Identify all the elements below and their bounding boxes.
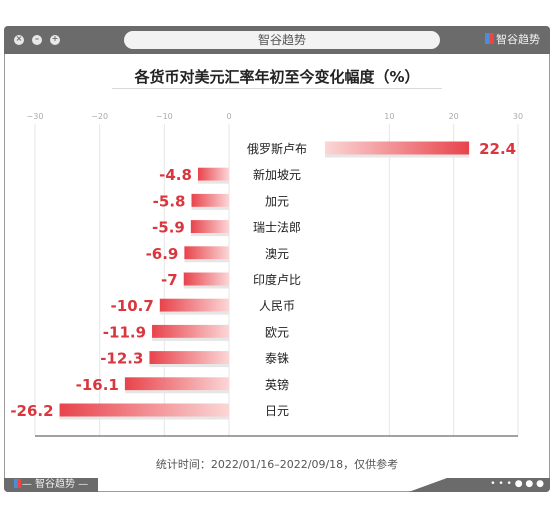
- category-label: 日元: [265, 404, 289, 418]
- value-label: -16.1: [76, 376, 119, 394]
- category-label: 泰铢: [265, 351, 289, 366]
- close-window-icon[interactable]: ×: [14, 34, 24, 45]
- bar-shadow: [191, 206, 229, 210]
- brand-mark-icon: [13, 479, 21, 488]
- bar: [59, 403, 229, 417]
- bar: [149, 351, 229, 365]
- brand-logo: 智谷趋势: [485, 32, 540, 48]
- value-label: -7: [161, 271, 178, 289]
- window-title-bar: × – + 智谷趋势 智谷趋势: [4, 26, 550, 54]
- bar-shadow: [152, 337, 229, 341]
- value-label: -26.2: [10, 402, 53, 420]
- brand-mark-icon: [485, 33, 494, 44]
- x-tick-label: −20: [91, 112, 108, 121]
- value-label: 22.4: [479, 140, 516, 158]
- window-bottom-bar: — 智谷趋势 — • • • ● ● ●: [4, 478, 550, 492]
- value-label: -11.9: [103, 323, 146, 341]
- bar: [159, 298, 229, 312]
- bar: [197, 167, 229, 181]
- value-label: -12.3: [100, 350, 143, 368]
- bar: [190, 220, 229, 234]
- value-label: -4.8: [159, 166, 192, 184]
- bar-shadow: [159, 311, 229, 315]
- bar-shadow: [184, 259, 229, 263]
- maximize-window-icon[interactable]: +: [50, 34, 60, 45]
- x-tick-label: −10: [156, 112, 173, 121]
- window-title: 智谷趋势: [124, 31, 440, 49]
- category-label: 印度卢比: [253, 272, 301, 287]
- category-label: 瑞士法郎: [253, 221, 301, 235]
- bar: [184, 246, 229, 260]
- category-label: 欧元: [265, 325, 289, 339]
- category-label: 澳元: [265, 247, 289, 261]
- brand-name: 智谷趋势: [496, 33, 540, 46]
- category-label: 加元: [265, 194, 289, 208]
- footnote: 统计时间：2022/01/16–2022/09/18，仅供参考: [155, 458, 399, 471]
- category-label: 人民币: [259, 299, 295, 313]
- value-label: -5.8: [153, 192, 186, 210]
- bar-shadow: [325, 154, 470, 158]
- category-label: 新加坡元: [253, 167, 301, 182]
- bar-shadow: [183, 285, 229, 289]
- category-label: 英镑: [265, 377, 289, 392]
- bar: [183, 272, 229, 286]
- bar: [325, 141, 470, 155]
- value-label: -10.7: [111, 297, 154, 315]
- bottom-bar-wedge: [404, 478, 460, 492]
- x-tick-label: −30: [27, 112, 44, 121]
- value-label: -6.9: [146, 245, 179, 263]
- bar: [191, 193, 229, 207]
- chart-title: 各货币对美元汇率年初至今变化幅度（%）: [134, 68, 420, 86]
- bar-shadow: [149, 364, 229, 368]
- bar-shadow: [190, 233, 229, 237]
- bar-shadow: [124, 390, 229, 394]
- value-label: -5.9: [152, 219, 185, 237]
- bottom-brand-text: — 智谷趋势 —: [21, 479, 89, 490]
- x-tick-label: 0: [226, 112, 231, 121]
- x-tick-label: 10: [384, 112, 394, 121]
- bar: [124, 377, 229, 391]
- minimize-window-icon[interactable]: –: [32, 34, 42, 45]
- category-label: 俄罗斯卢布: [247, 141, 307, 156]
- bar-shadow: [59, 416, 229, 420]
- bar-shadow: [197, 180, 229, 184]
- bottom-brand: — 智谷趋势 —: [4, 478, 98, 492]
- bar: [152, 324, 229, 338]
- pager-dots[interactable]: • • • ● ● ●: [460, 478, 550, 492]
- x-tick-label: 30: [513, 112, 523, 121]
- x-tick-label: 20: [449, 112, 459, 121]
- title-divider: [112, 88, 442, 89]
